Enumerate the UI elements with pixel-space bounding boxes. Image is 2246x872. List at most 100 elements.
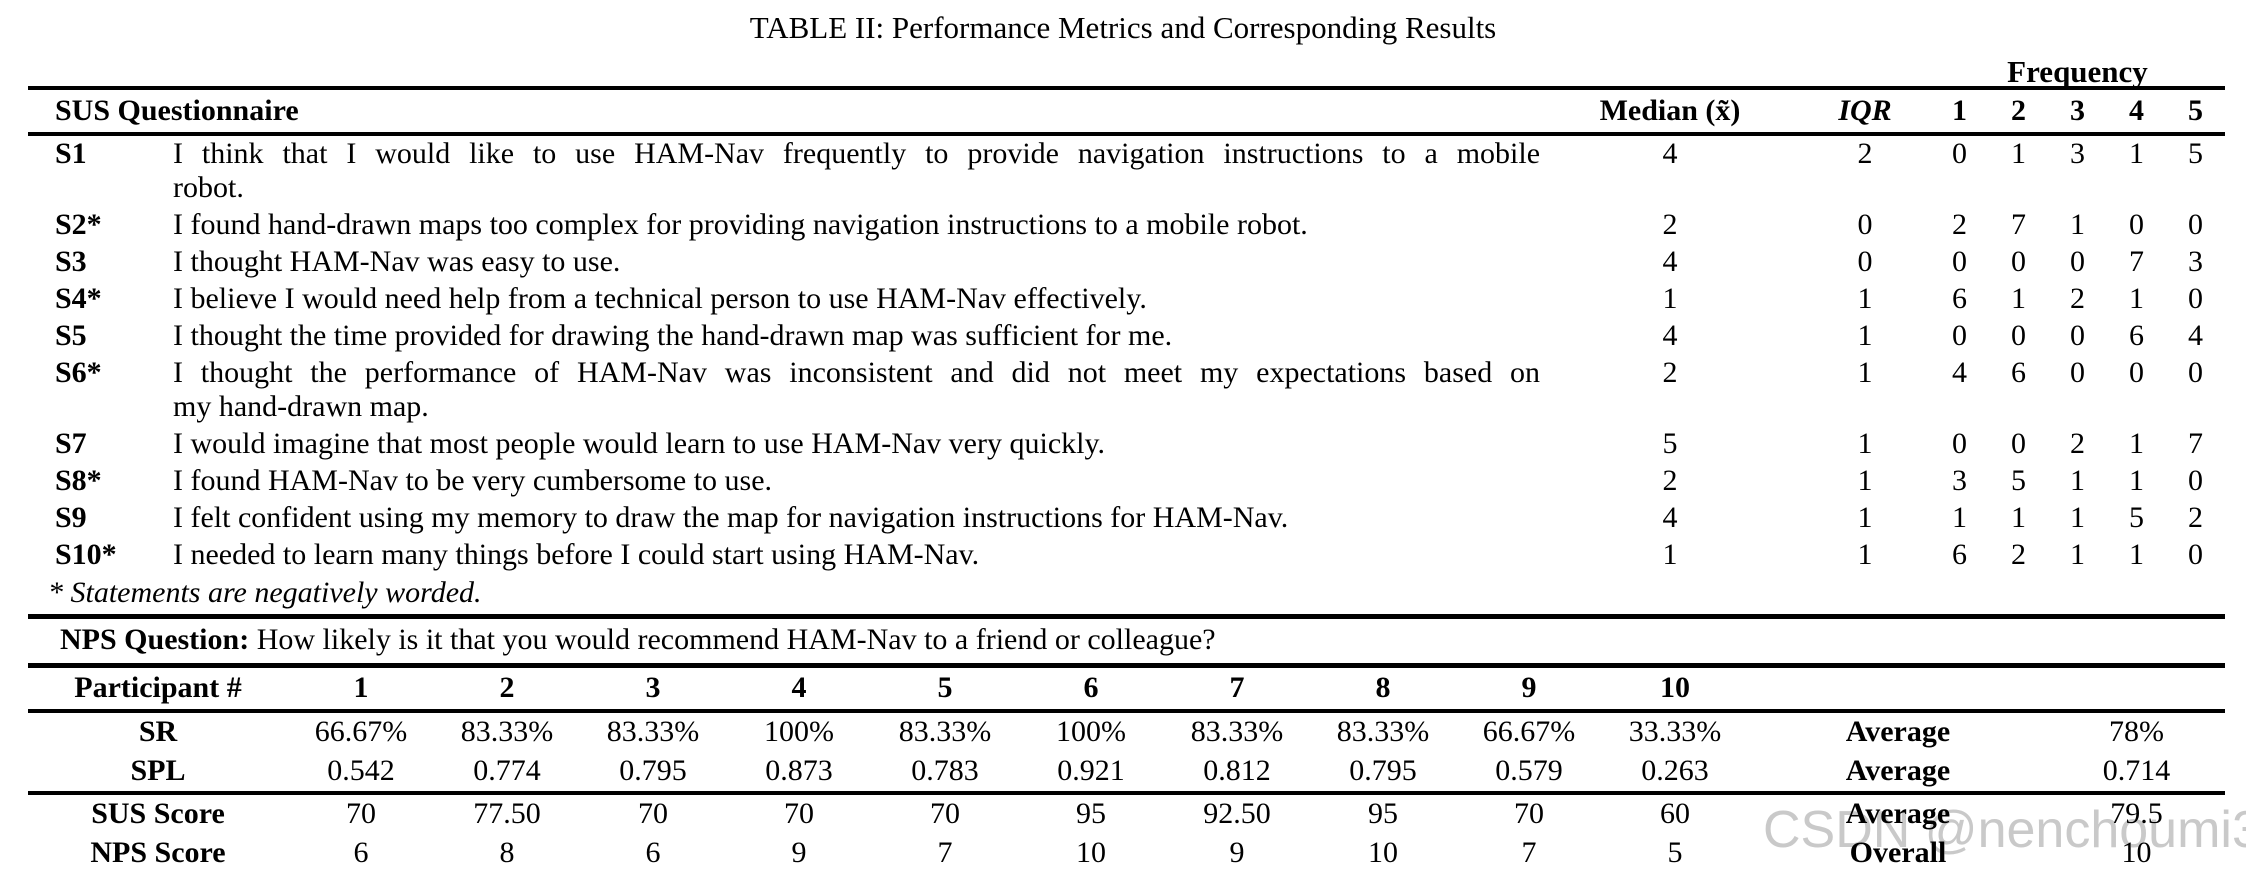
- median-value: 5: [1662, 427, 1678, 460]
- freq-value: 2: [2070, 282, 2086, 315]
- statement-id: S4*: [55, 282, 102, 315]
- nps-score-value: 9: [791, 836, 807, 869]
- median-value: 4: [1662, 245, 1678, 278]
- row-label: SR: [138, 715, 178, 748]
- sus-score-value: 70: [930, 797, 960, 830]
- nps-score-value: 7: [937, 836, 953, 869]
- freq-value: 1: [2011, 137, 2027, 170]
- freq-value: 0: [2011, 245, 2027, 278]
- statement-id: S9: [55, 501, 87, 534]
- median-value: 4: [1662, 137, 1678, 170]
- statement-text: I found hand-drawn maps too complex for …: [173, 208, 1308, 241]
- sus-score-value: 70: [638, 797, 668, 830]
- nps-score-value: 9: [1229, 836, 1245, 869]
- nps-score-row: NPS Score 6 8 6 9 7 10 9 10 7 5 Overall …: [28, 834, 2225, 872]
- aggregate-value: 78%: [2109, 715, 2164, 748]
- iqr-value: 1: [1857, 282, 1873, 315]
- freq-value: 2: [1952, 208, 1968, 241]
- nps-score-value: 8: [499, 836, 515, 869]
- sr-value: 83.33%: [460, 715, 554, 748]
- sus-score-value: 77.50: [473, 797, 541, 830]
- sus-row-s6: S6* I thought the performance of HAM-Nav…: [28, 355, 2225, 426]
- participant-header-row: Participant # 1 2 3 4 5 6 7 8 9 10: [28, 668, 2225, 711]
- statement-text: I thought the performance of HAM-Nav was…: [173, 356, 1541, 423]
- iqr-value: 1: [1857, 356, 1873, 389]
- nps-score-value: 5: [1667, 836, 1683, 869]
- statement-id: S7: [55, 427, 87, 460]
- participant-number: 10: [1660, 671, 1690, 704]
- spl-value: 0.921: [1057, 754, 1125, 787]
- frequency-group-header: Frequency: [2007, 54, 2148, 89]
- freq-value: 1: [2070, 464, 2086, 497]
- freq-value: 4: [2188, 319, 2204, 352]
- statement-text: I thought the time provided for drawing …: [173, 319, 1173, 352]
- sus-row-s8: S8* I found HAM-Nav to be very cumbersom…: [28, 463, 2225, 500]
- statement-text: I needed to learn many things before I c…: [173, 538, 980, 571]
- freq-value: 5: [2011, 464, 2027, 497]
- median-value: 2: [1662, 208, 1678, 241]
- freq-value: 1: [2129, 427, 2145, 460]
- freq-value: 4: [1952, 356, 1968, 389]
- sr-value: 83.33%: [1190, 715, 1284, 748]
- aggregate-value: 10: [2121, 836, 2152, 869]
- freq-value: 1: [2011, 501, 2027, 534]
- sr-value: 33.33%: [1628, 715, 1722, 748]
- freq-header-5: 5: [2188, 94, 2204, 127]
- statement-id: S6*: [55, 356, 102, 389]
- aggregate-label: Average: [1845, 797, 1951, 830]
- spl-value: 0.579: [1495, 754, 1563, 787]
- participant-number: 9: [1521, 671, 1537, 704]
- freq-value: 1: [2129, 282, 2145, 315]
- freq-value: 0: [1952, 319, 1968, 352]
- median-value: 1: [1662, 538, 1678, 571]
- iqr-value: 0: [1857, 245, 1873, 278]
- freq-value: 0: [1952, 427, 1968, 460]
- sr-value: 100%: [1056, 715, 1126, 748]
- spl-value: 0.774: [473, 754, 541, 787]
- watermark: CSDN @nenchoumi3119: [1763, 801, 2246, 859]
- spl-value: 0.873: [765, 754, 833, 787]
- median-value: 4: [1662, 319, 1678, 352]
- freq-value: 3: [1952, 464, 1968, 497]
- statement-id: S8*: [55, 464, 102, 497]
- freq-value: 0: [2129, 356, 2145, 389]
- nps-score-value: 10: [1076, 836, 1106, 869]
- nps-score-value: 10: [1368, 836, 1398, 869]
- sus-score-row: SUS Score 70 77.50 70 70 70 95 92.50 95 …: [28, 793, 2225, 834]
- freq-value: 0: [2188, 356, 2204, 389]
- nps-score-value: 6: [645, 836, 661, 869]
- participant-number: 4: [791, 671, 807, 704]
- row-label: SUS Score: [91, 797, 225, 830]
- statement-id: S3: [55, 245, 87, 278]
- freq-value: 0: [1952, 137, 1968, 170]
- freq-value: 0: [1952, 245, 1968, 278]
- freq-value: 0: [2070, 356, 2086, 389]
- empty-cell: [1748, 668, 2048, 711]
- sus-row-s3: S3 I thought HAM-Nav was easy to use. 4 …: [28, 244, 2225, 281]
- sr-value: 83.33%: [898, 715, 992, 748]
- sus-row-s10: S10* I needed to learn many things befor…: [28, 537, 2225, 574]
- freq-value: 0: [2011, 319, 2027, 352]
- participant-number: 3: [645, 671, 661, 704]
- freq-value: 7: [2011, 208, 2027, 241]
- aggregate-label: Average: [1845, 715, 1951, 748]
- participant-header: Participant #: [74, 671, 242, 704]
- statement-id: S10*: [55, 538, 117, 571]
- freq-value: 1: [1952, 501, 1968, 534]
- iqr-header: IQR: [1838, 94, 1892, 127]
- sus-footnote-row: * Statements are negatively worded.: [28, 574, 2225, 617]
- statement-text: I found HAM-Nav to be very cumbersome to…: [173, 464, 773, 497]
- freq-value: 0: [2188, 464, 2204, 497]
- statement-id: S1: [55, 137, 87, 170]
- participant-number: 7: [1229, 671, 1245, 704]
- median-value: 2: [1662, 464, 1678, 497]
- participant-number: 6: [1083, 671, 1099, 704]
- freq-value: 1: [2070, 208, 2086, 241]
- freq-value: 0: [2188, 538, 2204, 571]
- nps-question: NPS Question: How likely is it that you …: [28, 619, 2225, 668]
- freq-value: 1: [2011, 282, 2027, 315]
- freq-value: 0: [2129, 208, 2145, 241]
- iqr-value: 0: [1857, 208, 1873, 241]
- sr-value: 100%: [764, 715, 834, 748]
- sus-score-value: 92.50: [1203, 797, 1271, 830]
